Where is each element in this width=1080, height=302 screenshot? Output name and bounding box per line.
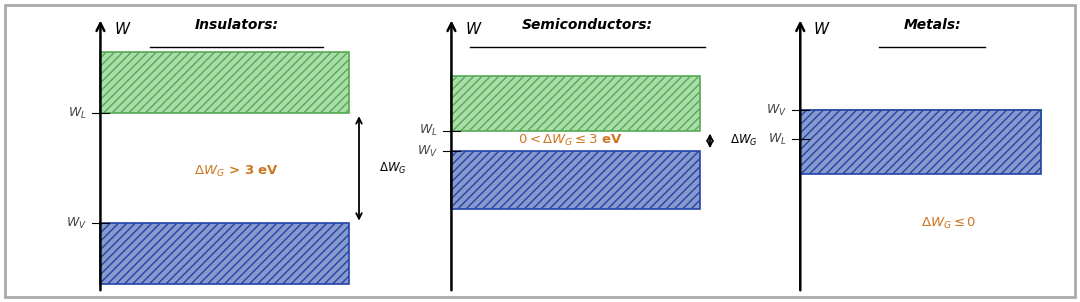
Text: $W$: $W$ — [465, 21, 483, 37]
Text: Metals:: Metals: — [903, 18, 961, 32]
Bar — [451, 151, 700, 209]
Text: $\Delta W_G \leq 0$: $\Delta W_G \leq 0$ — [921, 216, 976, 231]
Text: $W$: $W$ — [813, 21, 831, 37]
Text: $0 < \Delta W_G \leq 3$ eV: $0 < \Delta W_G \leq 3$ eV — [518, 133, 623, 148]
Text: $W_V$: $W_V$ — [766, 103, 787, 118]
Text: $\Delta W_G$: $\Delta W_G$ — [730, 133, 758, 148]
Text: $W_V$: $W_V$ — [66, 216, 86, 231]
Text: $W_L$: $W_L$ — [68, 106, 86, 121]
Bar — [451, 76, 700, 131]
Text: $\Delta W_G$: $\Delta W_G$ — [379, 161, 407, 176]
Text: $W_L$: $W_L$ — [419, 123, 437, 138]
Bar — [800, 111, 1041, 174]
Bar — [100, 53, 349, 113]
Text: $W$: $W$ — [114, 21, 132, 37]
Text: $\Delta W_G$ > 3 eV: $\Delta W_G$ > 3 eV — [194, 164, 279, 179]
Text: Insulators:: Insulators: — [194, 18, 279, 32]
Text: $W_L$: $W_L$ — [768, 132, 787, 147]
Text: Semiconductors:: Semiconductors: — [522, 18, 653, 32]
Bar — [100, 223, 349, 284]
Text: $W_V$: $W_V$ — [417, 143, 437, 159]
Bar — [800, 111, 1041, 140]
